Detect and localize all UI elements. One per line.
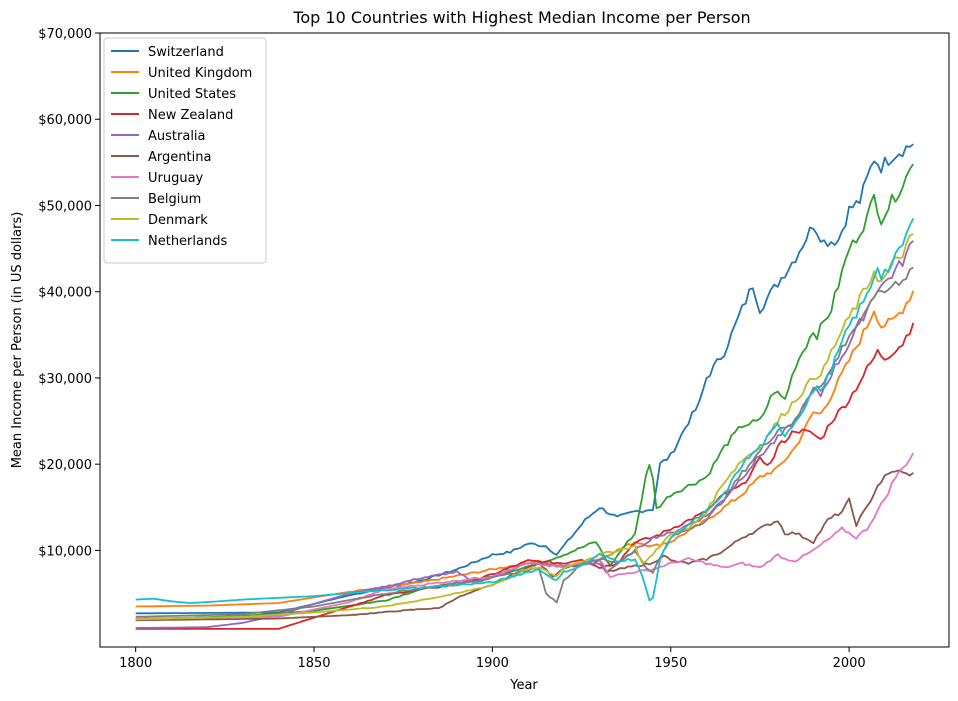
legend-label-netherlands: Netherlands: [148, 234, 227, 249]
plot-lines: [135, 143, 915, 630]
y-tick-label: $30,000: [38, 372, 92, 387]
legend-label-united-states: United States: [148, 87, 236, 102]
y-tick-label: $70,000: [38, 27, 92, 42]
legend-label-united-kingdom: United Kingdom: [148, 66, 252, 81]
x-tick-label: 1850: [297, 656, 330, 671]
series-line-new-zealand: [135, 322, 915, 630]
y-tick-label: $20,000: [38, 458, 92, 473]
legend-label-denmark: Denmark: [148, 213, 208, 228]
legend-label-switzerland: Switzerland: [148, 45, 224, 60]
x-tick-label: 1800: [119, 656, 152, 671]
y-tick-label: $10,000: [38, 544, 92, 559]
legend: Switzerland United Kingdom United States Ne…: [103, 37, 267, 264]
legend-label-new-zealand: New Zealand: [148, 108, 233, 123]
x-tick-label: 1900: [476, 656, 509, 671]
x-tick-label: 2000: [833, 656, 866, 671]
x-tick-label: 1950: [654, 656, 687, 671]
series-line-belgium: [135, 266, 914, 618]
legend-label-argentina: Argentina: [148, 150, 211, 165]
x-axis: 1800 1850 1900 1950 2000: [119, 647, 866, 671]
y-tick-label: $60,000: [38, 113, 92, 128]
series-line-uruguay: [135, 452, 915, 620]
y-tick-label: $50,000: [38, 199, 92, 214]
legend-label-australia: Australia: [148, 129, 206, 144]
y-axis-label: Mean Income per Person (in US dollars): [10, 212, 25, 469]
series-line-denmark: [135, 233, 914, 621]
x-axis-label: Year: [509, 678, 538, 693]
y-axis: $10,000 $20,000 $30,000 $40,000 $50,000 $60,0…: [38, 27, 100, 559]
chart-title: Top 10 Countries with Highest Median Inc…: [292, 8, 750, 27]
y-tick-label: $40,000: [38, 286, 92, 301]
series-line-united-states: [135, 163, 915, 621]
plot-area-frame: [99, 32, 950, 648]
legend-frame: [103, 37, 267, 264]
series-line-netherlands: [135, 218, 915, 604]
series-line-united-kingdom: [135, 290, 915, 608]
legend-label-belgium: Belgium: [148, 192, 201, 207]
legend-label-uruguay: Uruguay: [148, 171, 204, 186]
